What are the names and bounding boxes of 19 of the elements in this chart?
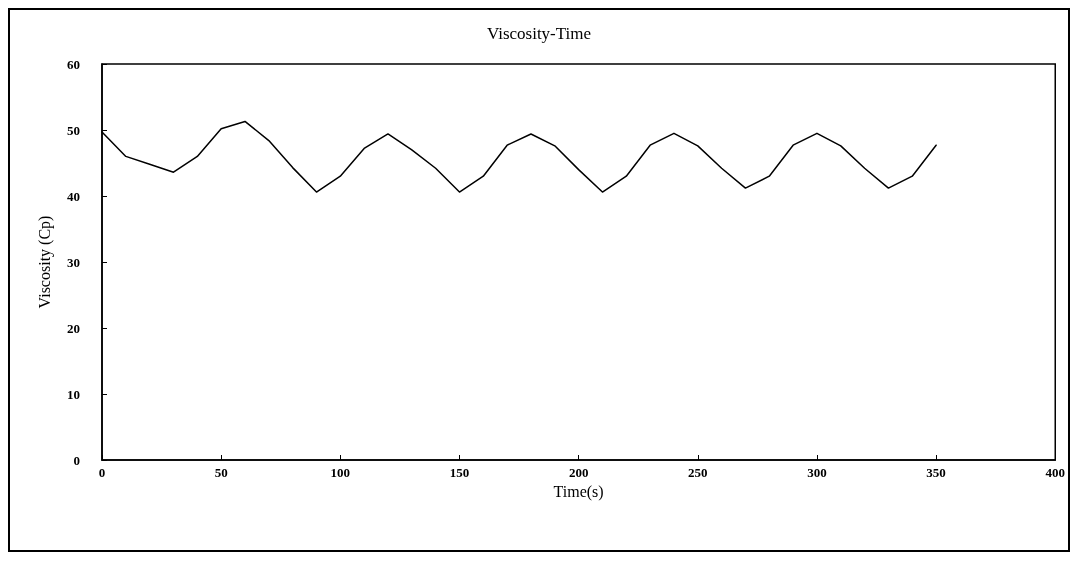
y-tick-label: 50 — [67, 122, 80, 138]
y-axis-title: Viscosity (Cp) — [35, 215, 54, 309]
y-tick-label: 20 — [67, 320, 80, 336]
x-tick-label: 400 — [1045, 465, 1065, 480]
x-tick-label: 50 — [214, 465, 228, 480]
x-tick-label: 200 — [568, 465, 589, 480]
y-tick-label: 30 — [67, 254, 80, 270]
x-tick-label: 250 — [688, 465, 708, 480]
x-tick-label: 350 — [926, 465, 946, 480]
chart-title: Viscosity-Time — [486, 24, 592, 43]
x-tick-label: 300 — [807, 465, 827, 480]
y-tick-label: 10 — [67, 386, 80, 402]
y-tick-label: 0 — [73, 452, 80, 468]
x-tick-label: 100 — [330, 465, 351, 480]
y-tick-label: 60 — [67, 56, 80, 72]
y-tick-label: 40 — [67, 188, 80, 204]
x-tick-label: 0 — [98, 465, 106, 480]
x-tick-label: 150 — [449, 465, 470, 480]
x-axis-title: Time(s) — [553, 483, 604, 502]
